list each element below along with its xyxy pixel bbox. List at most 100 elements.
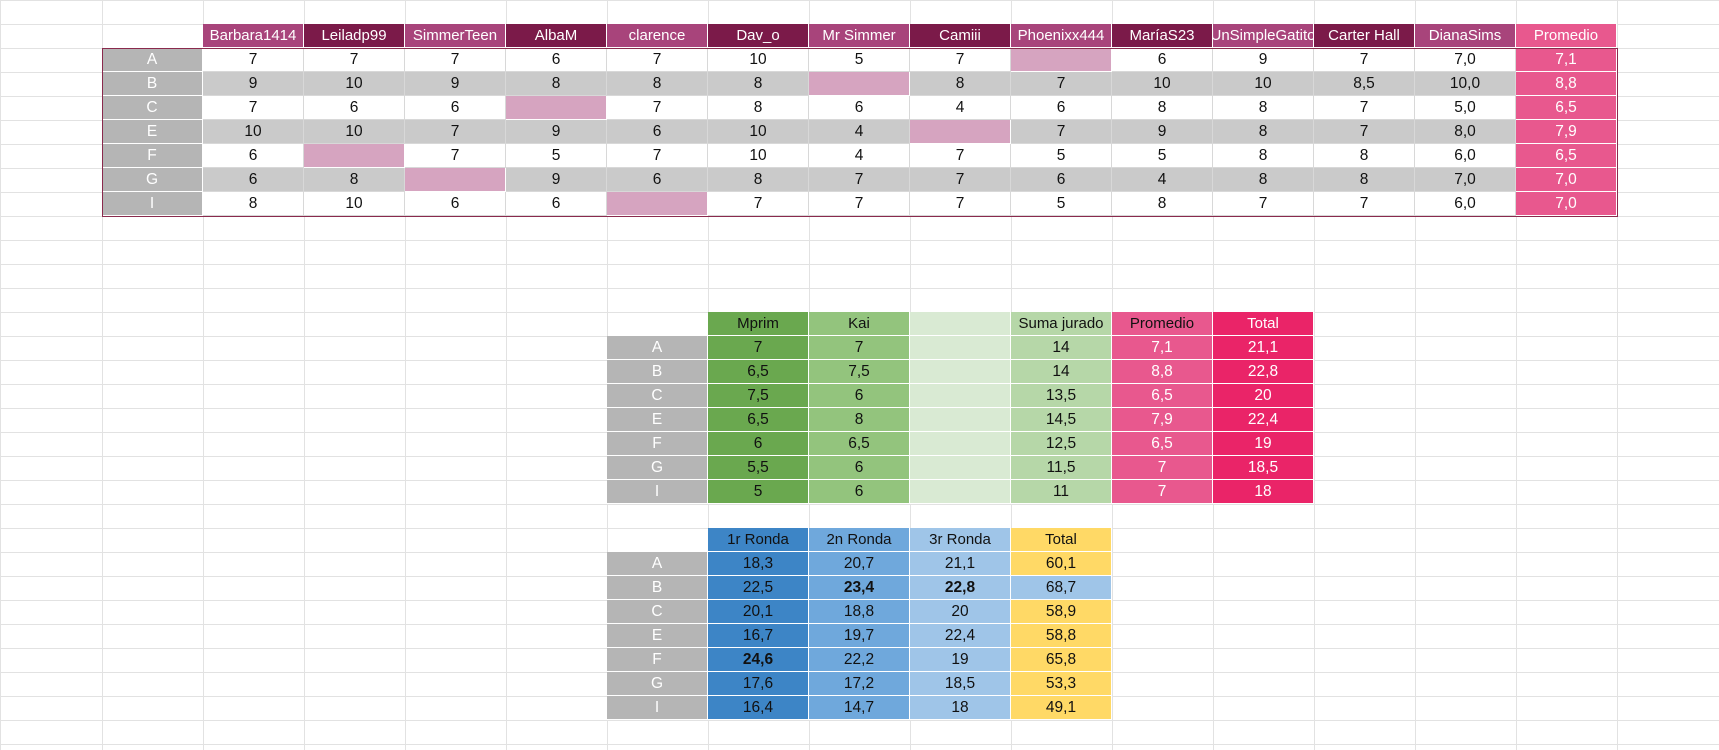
votes-cell[interactable]: 6	[1011, 168, 1112, 192]
votes-cell[interactable]: 8	[1112, 96, 1213, 120]
votes-cell[interactable]: 10	[708, 48, 809, 72]
jury-cell[interactable]: 14	[1011, 336, 1112, 360]
rounds-cell[interactable]: 18	[910, 696, 1011, 720]
votes-cell[interactable]: 8	[708, 96, 809, 120]
rounds-row-label[interactable]: I	[607, 696, 708, 720]
votes-promedio-cell[interactable]: 8,8	[1516, 72, 1617, 96]
votes-cell[interactable]: 9	[506, 168, 607, 192]
votes-cell[interactable]: 6	[1011, 96, 1112, 120]
votes-cell[interactable]: 8	[1213, 144, 1314, 168]
rounds-cell[interactable]: 24,6	[708, 648, 809, 672]
jury-cell[interactable]: 7,5	[708, 384, 809, 408]
rounds-cell[interactable]: 18,8	[809, 600, 910, 624]
votes-row-label[interactable]: A	[102, 48, 203, 72]
votes-cell[interactable]: 5	[506, 144, 607, 168]
votes-cell[interactable]: 8,5	[1314, 72, 1415, 96]
votes-promedio-cell[interactable]: 7,1	[1516, 48, 1617, 72]
votes-cell[interactable]: 7	[405, 144, 506, 168]
votes-cell[interactable]: 7,0	[1415, 48, 1516, 72]
votes-header-promedio[interactable]: Promedio	[1516, 24, 1617, 48]
rounds-row-label[interactable]: E	[607, 624, 708, 648]
votes-cell[interactable]: 10	[1112, 72, 1213, 96]
votes-row-label[interactable]: G	[102, 168, 203, 192]
jury-cell[interactable]: 6	[809, 456, 910, 480]
rounds-cell[interactable]: 68,7	[1011, 576, 1112, 600]
jury-cell[interactable]: 11	[1011, 480, 1112, 504]
votes-cell[interactable]: 7	[1213, 192, 1314, 216]
votes-cell[interactable]: 7	[607, 48, 708, 72]
votes-header-name[interactable]: SimmerTeen	[405, 24, 506, 48]
votes-cell[interactable]: 7	[203, 96, 304, 120]
rounds-header[interactable]: 3r Ronda	[910, 528, 1011, 552]
jury-row-label[interactable]: B	[607, 360, 708, 384]
rounds-cell[interactable]: 19	[910, 648, 1011, 672]
votes-header-name[interactable]: DianaSims	[1415, 24, 1516, 48]
jury-cell[interactable]: 20	[1213, 384, 1314, 408]
votes-header-name[interactable]: MaríaS23	[1112, 24, 1213, 48]
jury-cell[interactable]: 6,5	[1112, 432, 1213, 456]
votes-cell[interactable]: 9	[203, 72, 304, 96]
votes-cell[interactable]: 6	[405, 96, 506, 120]
rounds-row-label[interactable]: F	[607, 648, 708, 672]
jury-cell[interactable]: 6	[708, 432, 809, 456]
votes-header-name[interactable]: Carter Hall	[1314, 24, 1415, 48]
jury-cell[interactable]: 19	[1213, 432, 1314, 456]
votes-empty-cell[interactable]	[506, 96, 607, 120]
jury-cell[interactable]: 7	[1112, 480, 1213, 504]
jury-cell[interactable]: 21,1	[1213, 336, 1314, 360]
rounds-cell[interactable]: 22,4	[910, 624, 1011, 648]
rounds-row-label[interactable]: A	[607, 552, 708, 576]
votes-header-name[interactable]: clarence	[607, 24, 708, 48]
votes-cell[interactable]: 6,0	[1415, 192, 1516, 216]
rounds-cell[interactable]: 20,1	[708, 600, 809, 624]
rounds-cell[interactable]: 14,7	[809, 696, 910, 720]
jury-row-label[interactable]: E	[607, 408, 708, 432]
votes-header-name[interactable]: Mr Simmer	[809, 24, 910, 48]
votes-cell[interactable]: 5,0	[1415, 96, 1516, 120]
jury-row-label[interactable]: I	[607, 480, 708, 504]
jury-cell[interactable]: 5,5	[708, 456, 809, 480]
votes-cell[interactable]: 7	[607, 96, 708, 120]
votes-cell[interactable]: 7	[1314, 192, 1415, 216]
votes-row-label[interactable]: F	[102, 144, 203, 168]
votes-cell[interactable]: 7	[607, 144, 708, 168]
votes-cell[interactable]: 10	[1213, 72, 1314, 96]
votes-cell[interactable]: 7	[910, 144, 1011, 168]
votes-cell[interactable]: 7	[708, 192, 809, 216]
votes-cell[interactable]: 9	[1213, 48, 1314, 72]
jury-cell[interactable]: 18,5	[1213, 456, 1314, 480]
rounds-cell[interactable]: 20	[910, 600, 1011, 624]
jury-cell[interactable]: 11,5	[1011, 456, 1112, 480]
votes-cell[interactable]: 8	[607, 72, 708, 96]
jury-cell[interactable]	[910, 384, 1011, 408]
votes-cell[interactable]: 6	[809, 96, 910, 120]
rounds-cell[interactable]: 19,7	[809, 624, 910, 648]
jury-cell[interactable]: 7	[1112, 456, 1213, 480]
jury-cell[interactable]: 6,5	[708, 408, 809, 432]
votes-cell[interactable]: 4	[809, 120, 910, 144]
votes-cell[interactable]: 7	[1011, 72, 1112, 96]
votes-promedio-cell[interactable]: 6,5	[1516, 96, 1617, 120]
votes-cell[interactable]: 7	[304, 48, 405, 72]
jury-cell[interactable]: 5	[708, 480, 809, 504]
votes-cell[interactable]: 8	[506, 72, 607, 96]
votes-cell[interactable]: 7	[910, 168, 1011, 192]
jury-cell[interactable]	[910, 408, 1011, 432]
votes-cell[interactable]: 4	[1112, 168, 1213, 192]
votes-cell[interactable]: 8	[1314, 168, 1415, 192]
jury-cell[interactable]: 7	[708, 336, 809, 360]
votes-cell[interactable]: 5	[1112, 144, 1213, 168]
votes-cell[interactable]: 7	[809, 192, 910, 216]
jury-cell[interactable]: 7,1	[1112, 336, 1213, 360]
votes-cell[interactable]: 8	[708, 72, 809, 96]
jury-cell[interactable]: 6	[809, 384, 910, 408]
jury-cell[interactable]: 6,5	[1112, 384, 1213, 408]
rounds-cell[interactable]: 53,3	[1011, 672, 1112, 696]
jury-cell[interactable]: 8	[809, 408, 910, 432]
rounds-cell[interactable]: 58,8	[1011, 624, 1112, 648]
votes-row-label[interactable]: I	[102, 192, 203, 216]
votes-row-label[interactable]: C	[102, 96, 203, 120]
votes-cell[interactable]: 8	[1112, 192, 1213, 216]
jury-cell[interactable]	[910, 432, 1011, 456]
votes-header-name[interactable]: UnSimpleGatito	[1213, 24, 1314, 48]
